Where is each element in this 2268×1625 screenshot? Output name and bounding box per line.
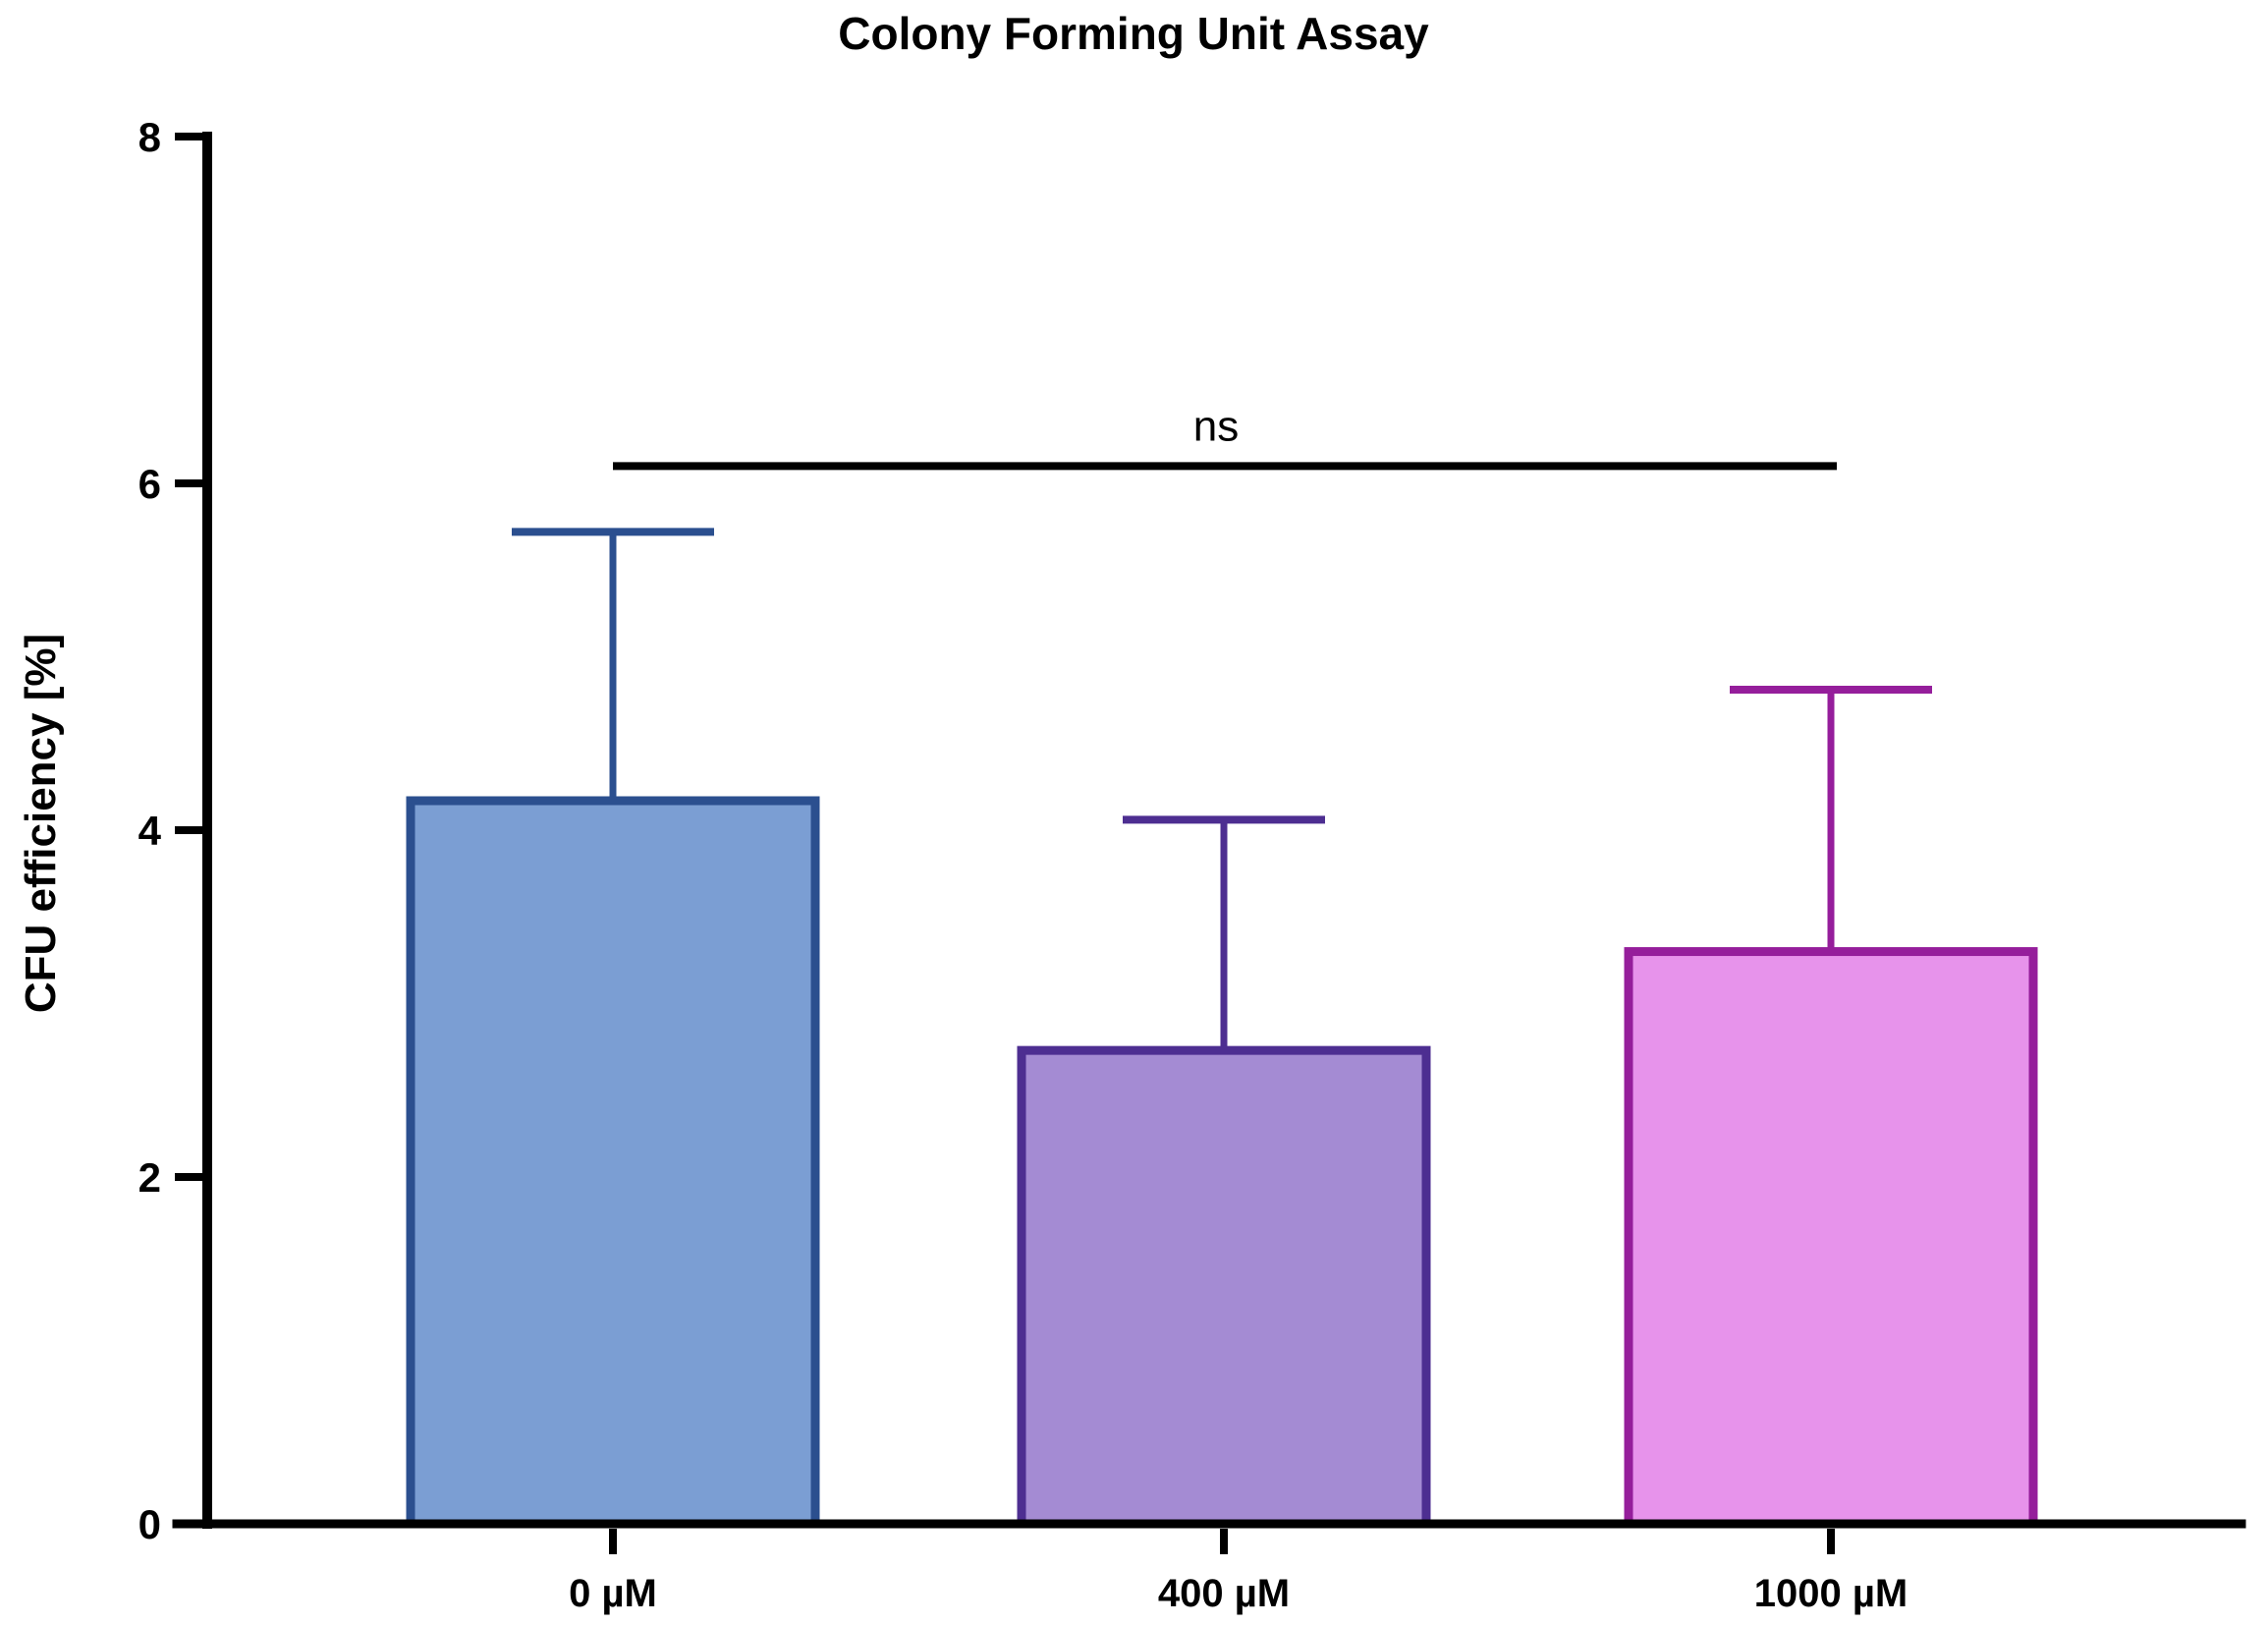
x-category-label-1: 400 µM [1158, 1572, 1290, 1615]
y-tick-label-4: 4 [138, 808, 162, 854]
chart-title: Colony Forming Unit Assay [838, 8, 1429, 59]
y-axis-label: CFU efficiency [%] [17, 634, 65, 1013]
x-category-label-2: 1000 µM [1754, 1572, 1908, 1615]
y-tick-label-2: 2 [138, 1154, 161, 1201]
bar-2 [1624, 947, 2038, 1529]
bar-0 [406, 796, 820, 1529]
x-category-label-0: 0 µM [569, 1572, 657, 1615]
y-tick-label-0: 0 [138, 1501, 161, 1547]
significance-label: ns [1193, 402, 1239, 450]
y-tick-label-6: 6 [138, 461, 161, 507]
y-tick-label-8: 8 [138, 114, 161, 160]
bar-1 [1017, 1045, 1431, 1529]
plot-layer: 0 2 4 6 8 0 µM 400 µM 1000 µM ns [138, 114, 2246, 1615]
